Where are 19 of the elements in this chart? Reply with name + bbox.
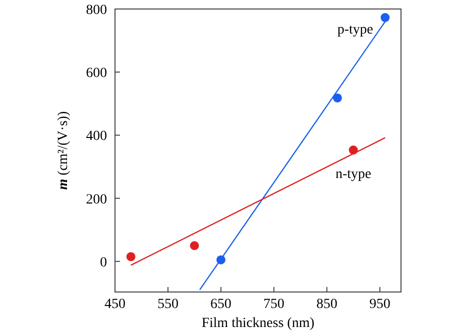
x-tick-label: 850 bbox=[316, 297, 338, 312]
point bbox=[126, 252, 136, 262]
y-tick-label: 200 bbox=[86, 192, 107, 208]
y-tick-label: 600 bbox=[86, 66, 107, 82]
series-label: n-type bbox=[335, 167, 372, 182]
y-tick-label: 0 bbox=[100, 255, 107, 270]
x-tick-label: 950 bbox=[369, 297, 390, 312]
x-tick-label: 450 bbox=[104, 297, 126, 312]
x-tick-label: 550 bbox=[157, 297, 178, 312]
x-tick-label: 650 bbox=[210, 297, 232, 312]
y-axis-title: m (cm²/(V·s)) bbox=[56, 110, 71, 190]
point bbox=[332, 93, 342, 102]
point bbox=[380, 13, 390, 22]
series-label: p-type bbox=[337, 22, 374, 38]
x-tick-label: 750 bbox=[263, 297, 284, 312]
x-axis-title: Film thickness (nm) bbox=[202, 316, 315, 331]
y-tick-label: 800 bbox=[86, 3, 107, 18]
point bbox=[190, 241, 199, 250]
y-tick-label: 400 bbox=[86, 129, 107, 144]
